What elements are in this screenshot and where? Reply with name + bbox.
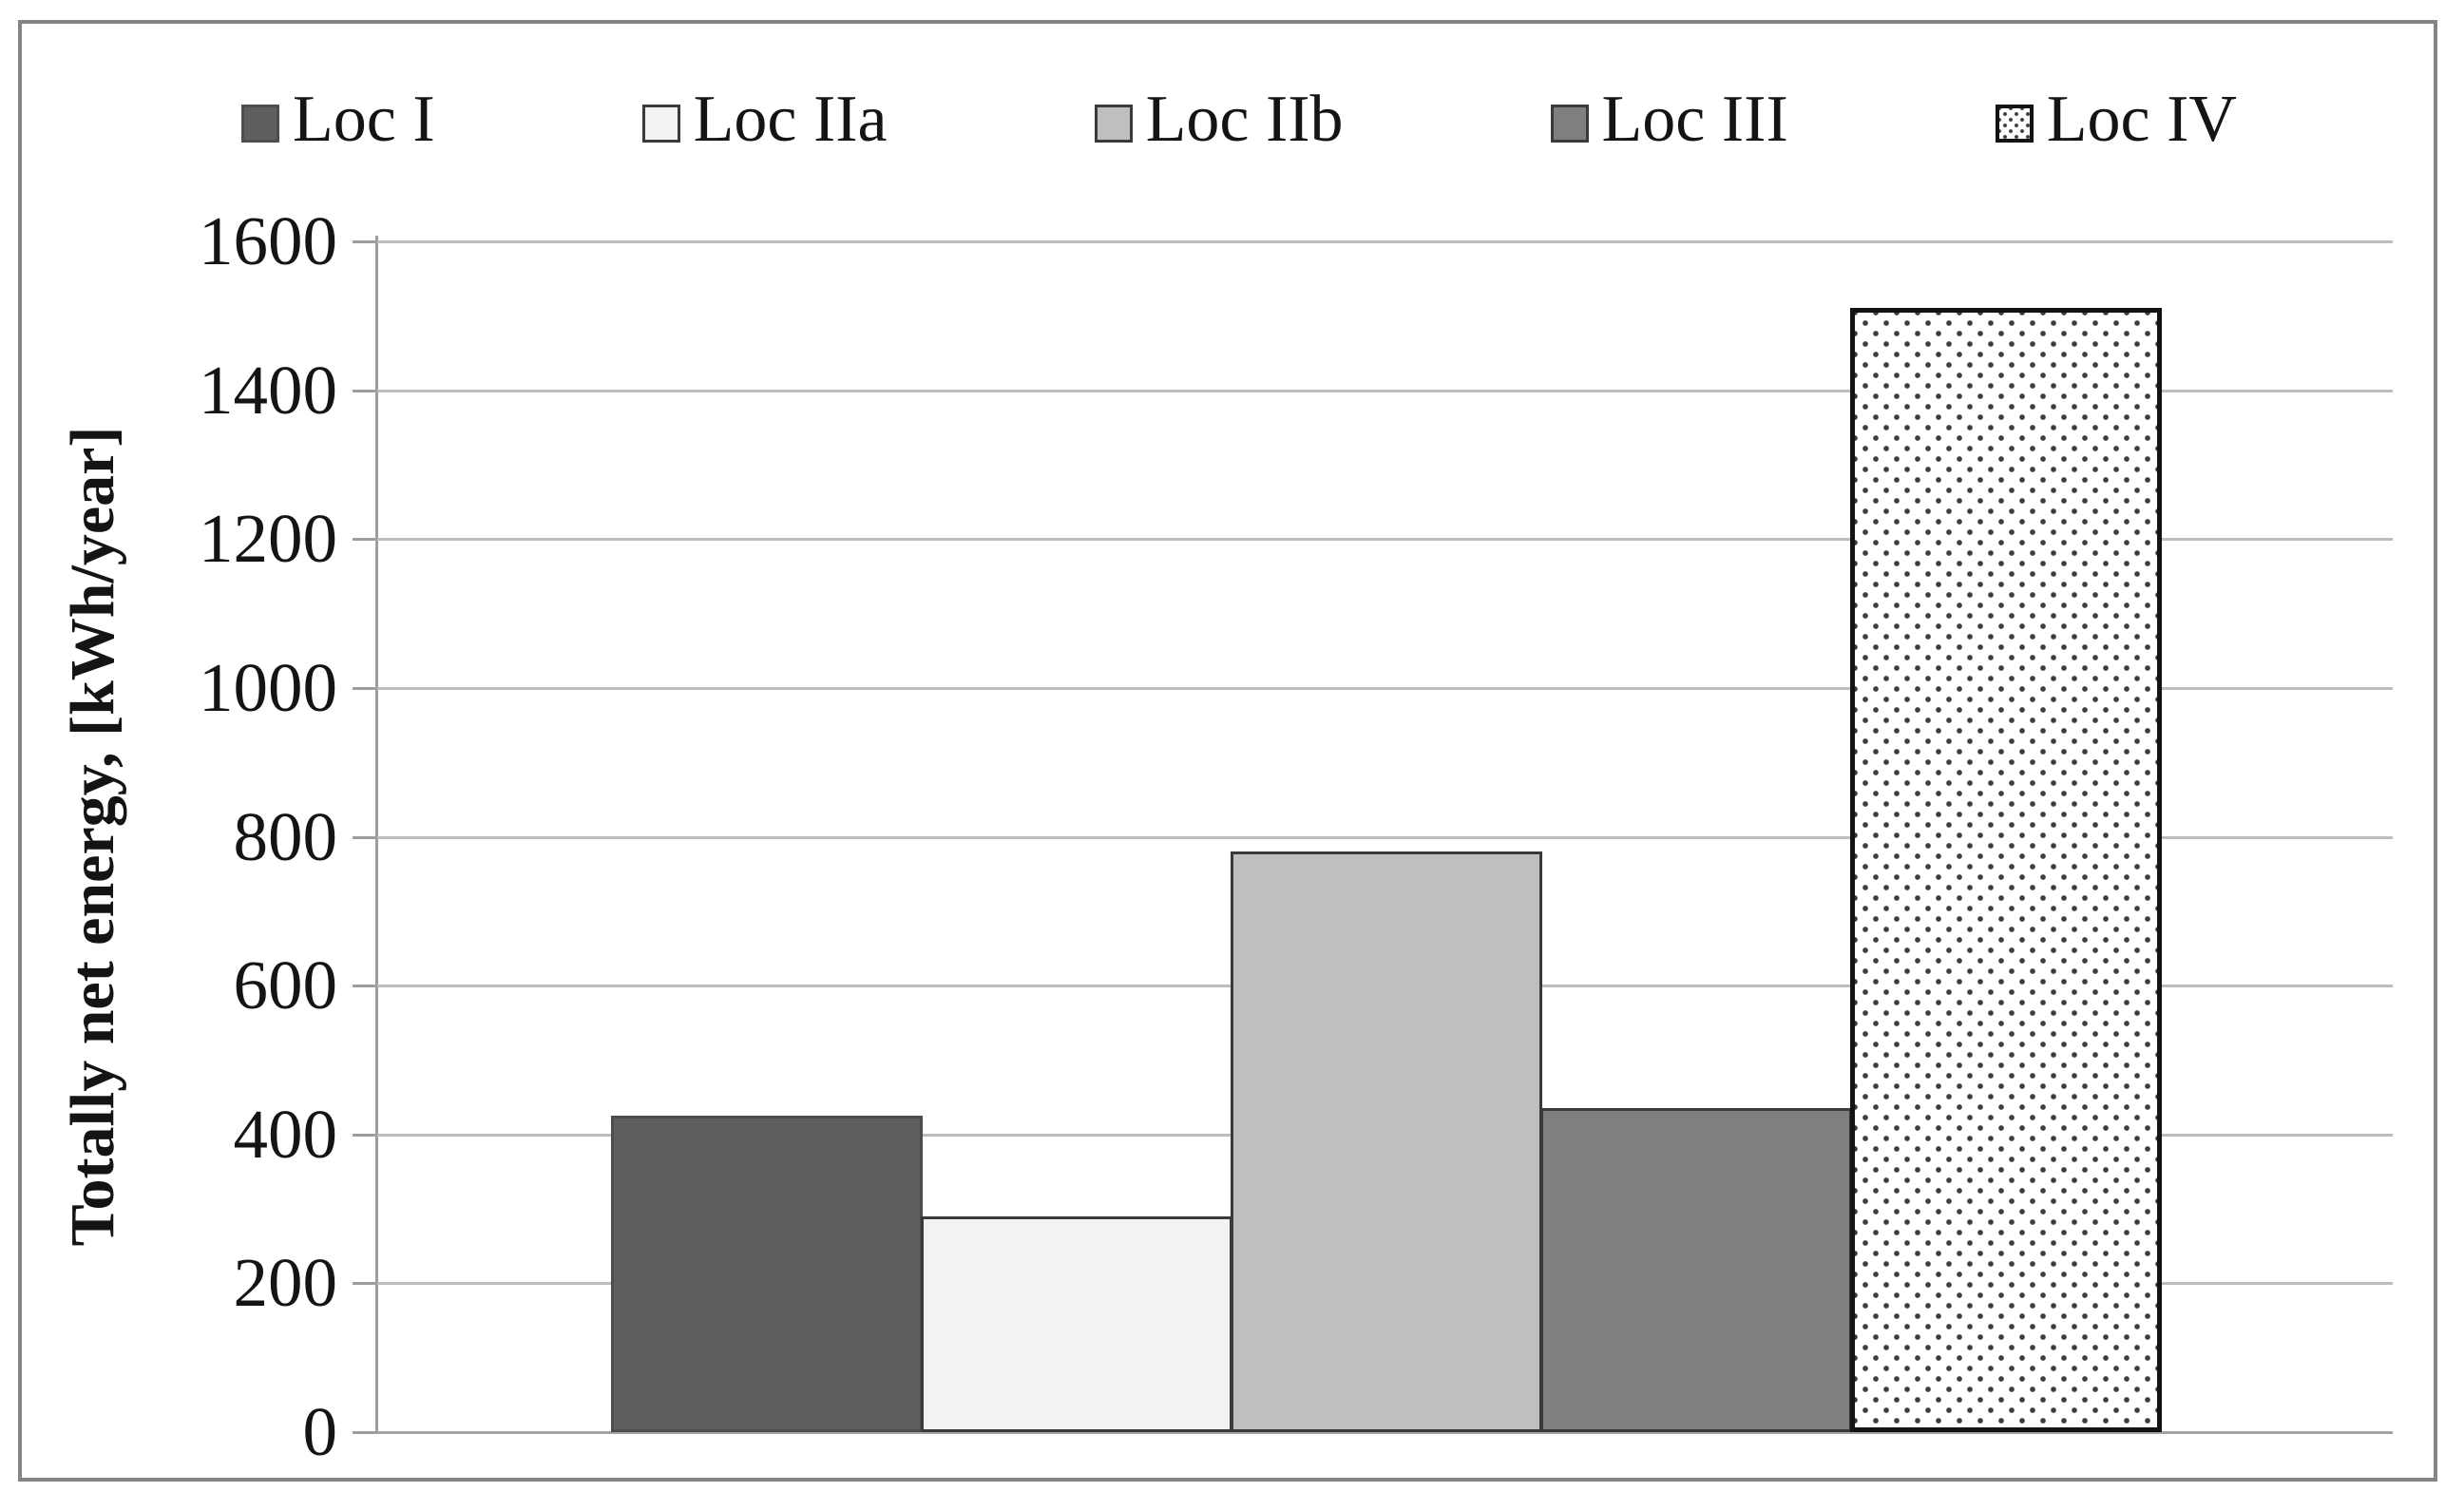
- y-tick-label-1200: 1200: [199, 500, 337, 578]
- y-tick-mark-800: [353, 835, 377, 839]
- gridline-y-1200: [377, 538, 2393, 542]
- y-tick-mark-200: [353, 1282, 377, 1286]
- legend-item-loc-iii: Loc III: [1550, 86, 1788, 157]
- y-tick-label-1600: 1600: [199, 202, 337, 279]
- y-tick-label-1400: 1400: [199, 351, 337, 429]
- y-tick-label-600: 600: [233, 947, 338, 1024]
- legend-item-loc-iv: Loc IV: [1995, 86, 2237, 157]
- y-tick-label-800: 800: [233, 797, 338, 875]
- gridline-y-800: [377, 835, 2393, 839]
- legend-swatch-icon: [641, 105, 680, 143]
- bar-loc-iia: [921, 1216, 1232, 1432]
- chart-legend: Loc I Loc IIa Loc IIb Loc III Loc IV: [241, 86, 2237, 160]
- y-tick-mark-400: [353, 1133, 377, 1137]
- gridline-y-1400: [377, 389, 2393, 392]
- legend-item-loc-iia: Loc IIa: [641, 86, 888, 157]
- legend-swatch-icon: [1550, 105, 1589, 143]
- bar-loc-iii: [1540, 1108, 1852, 1432]
- y-tick-mark-1600: [353, 240, 377, 243]
- bar-loc-i: [611, 1116, 923, 1432]
- legend-item-loc-i: Loc I: [241, 86, 435, 157]
- gridline-y-0: [377, 1431, 2393, 1434]
- y-tick-label-1000: 1000: [199, 648, 337, 726]
- plot-area: [377, 240, 2393, 1434]
- gridline-y-1600: [377, 240, 2393, 243]
- bar-loc-iib: [1231, 851, 1542, 1432]
- bar-loc-iv: [1850, 308, 2162, 1432]
- y-tick-label-400: 400: [233, 1095, 338, 1173]
- y-tick-mark-0: [353, 1431, 377, 1434]
- y-axis-line: [375, 236, 378, 1434]
- y-tick-label-200: 200: [233, 1244, 338, 1322]
- y-tick-mark-1400: [353, 389, 377, 392]
- legend-swatch-icon: [241, 105, 279, 143]
- legend-label: Loc IIb: [1145, 83, 1344, 156]
- legend-item-loc-iib: Loc IIb: [1094, 86, 1344, 157]
- legend-swatch-icon: [1094, 105, 1133, 143]
- legend-label: Loc IIa: [693, 83, 888, 156]
- gridline-y-1000: [377, 686, 2393, 690]
- legend-label: Loc IV: [2046, 83, 2237, 156]
- y-tick-mark-1000: [353, 686, 377, 690]
- y-tick-mark-1200: [353, 538, 377, 542]
- legend-label: Loc III: [1601, 83, 1788, 156]
- y-tick-mark-600: [353, 985, 377, 988]
- y-tick-label-0: 0: [302, 1393, 338, 1470]
- legend-label: Loc I: [293, 83, 435, 156]
- legend-swatch-icon: [1995, 105, 2034, 143]
